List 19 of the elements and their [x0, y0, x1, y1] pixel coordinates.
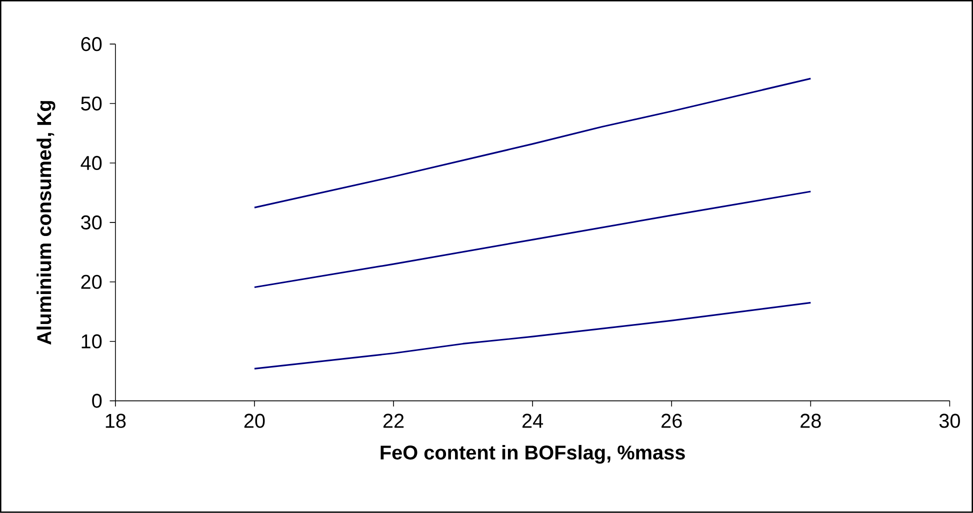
- line-series: [254, 190, 812, 288]
- y-tick-label: 0: [92, 394, 102, 408]
- y-axis-title: Aluminium consumed, Kg: [36, 101, 56, 345]
- x-tick-label: 22: [383, 414, 404, 428]
- x-tick-label: 18: [106, 414, 126, 428]
- line-series: [254, 302, 812, 370]
- y-tick-label: 30: [81, 215, 102, 230]
- x-tick-label: 28: [800, 414, 821, 428]
- y-tick-label: 60: [81, 37, 102, 52]
- y-tick-label: 40: [80, 156, 102, 170]
- x-tick-label: 30: [939, 414, 960, 428]
- x-tick-label: 26: [662, 414, 682, 428]
- y-tick-label: 50: [81, 96, 102, 111]
- x-axis-title: FeO content in BOFslag, %mass: [380, 445, 685, 464]
- line-series: [254, 78, 812, 208]
- y-tick-label: 10: [82, 334, 102, 348]
- x-tick-label: 24: [522, 414, 544, 428]
- y-tick-label: 20: [81, 274, 102, 290]
- x-tick-label: 20: [244, 414, 265, 428]
